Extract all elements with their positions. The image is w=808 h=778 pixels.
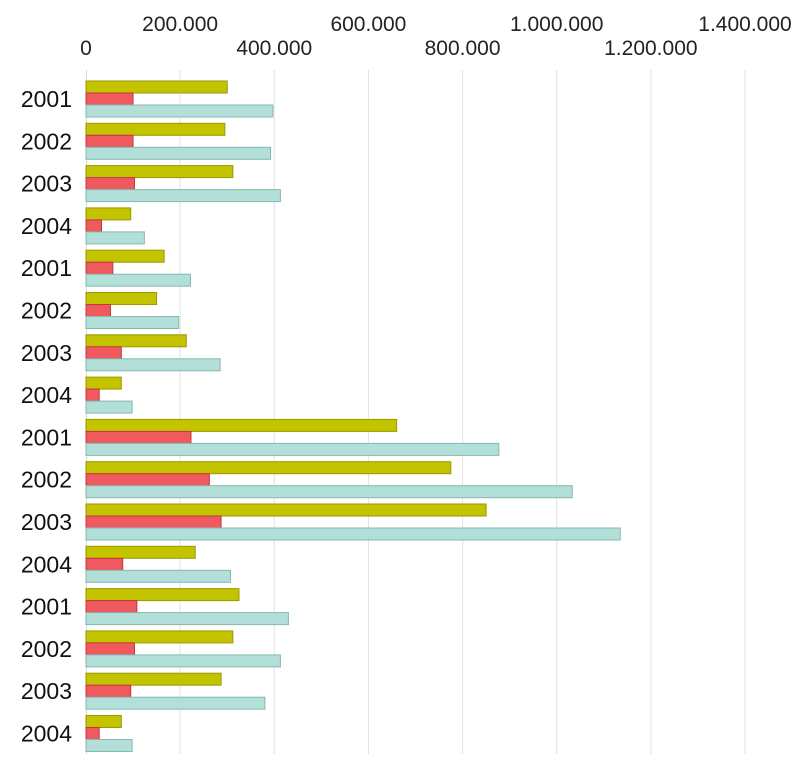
bar-series3-13: [85, 654, 281, 668]
y-category-label: 2003: [21, 678, 72, 704]
bar-series2-10: [85, 515, 222, 529]
bar-series2-9: [85, 473, 210, 487]
x-tick-label: 800.000: [425, 37, 501, 60]
bar-series3-1: [85, 146, 272, 160]
bar-series2-0: [85, 92, 134, 106]
bar-series2-5: [85, 304, 111, 317]
bar-series3-4: [85, 273, 191, 287]
y-category-label: 2004: [21, 551, 72, 577]
bar-series2-15: [85, 727, 100, 740]
bar-series1-0: [85, 80, 228, 94]
bar-series1-13: [85, 630, 234, 644]
bar-series3-2: [85, 189, 281, 203]
bar-series2-12: [85, 600, 138, 614]
bar-series1-12: [85, 588, 240, 602]
y-category-label: 2001: [21, 594, 72, 620]
bar-series3-11: [85, 569, 232, 583]
bar-series1-2: [85, 165, 234, 179]
y-category-label: 2001: [21, 255, 72, 281]
bar-series3-8: [85, 442, 500, 456]
bar-series3-15: [85, 739, 133, 752]
bar-series3-7: [85, 400, 133, 414]
x-tick-label: 1.200.000: [604, 37, 697, 60]
x-tick-label: 0: [80, 37, 92, 60]
bar-series3-9: [85, 485, 573, 499]
bar-series3-10: [85, 527, 621, 541]
bar-series1-14: [85, 672, 222, 686]
bar-series1-1: [85, 122, 226, 136]
bar-series3-6: [85, 358, 221, 372]
y-category-label: 2004: [21, 382, 72, 408]
bars: [85, 80, 621, 752]
x-tick-label: 1.400.000: [698, 13, 791, 36]
bar-series2-11: [85, 557, 124, 571]
y-category-label: 2001: [21, 86, 72, 112]
bar-series2-13: [85, 642, 135, 656]
x-axis-ticks: 0200.000400.000600.000800.0001.000.0001.…: [80, 13, 792, 60]
bar-series2-8: [85, 430, 192, 444]
bar-series1-4: [85, 249, 165, 263]
y-category-label: 2003: [21, 509, 72, 535]
bar-series1-6: [85, 334, 187, 348]
x-tick-label: 200.000: [142, 13, 218, 36]
bar-series3-0: [85, 104, 274, 118]
bar-series2-4: [85, 261, 114, 275]
bar-series1-7: [85, 376, 122, 390]
bar-series1-10: [85, 503, 487, 517]
y-axis-category-labels: 2001 2002 2003 2004 2001 2002 2003 2004 2001 2002…: [21, 86, 72, 747]
bar-series1-11: [85, 545, 196, 559]
bar-series1-8: [85, 418, 398, 432]
bar-series1-15: [85, 715, 122, 728]
y-category-label: 2002: [21, 636, 72, 662]
bar-series2-2: [85, 177, 135, 191]
y-category-label: 2002: [21, 128, 72, 154]
bar-series2-7: [85, 388, 100, 402]
x-tick-label: 400.000: [236, 37, 312, 60]
bar-series2-3: [85, 219, 103, 233]
x-tick-label: 1.000.000: [510, 13, 603, 36]
y-category-label: 2002: [21, 467, 72, 493]
bar-series1-3: [85, 207, 132, 221]
bar-series3-14: [85, 696, 266, 710]
bar-series3-3: [85, 231, 145, 245]
y-category-label: 2003: [21, 340, 72, 366]
y-category-label: 2001: [21, 424, 72, 450]
y-category-label: 2004: [21, 721, 72, 747]
bar-series3-12: [85, 612, 289, 626]
y-category-label: 2002: [21, 298, 72, 324]
grid: [86, 70, 746, 754]
bar-series2-1: [85, 134, 134, 148]
bar-series2-14: [85, 684, 132, 698]
bar-series1-9: [85, 461, 452, 475]
y-category-label: 2004: [21, 213, 72, 239]
bar-series2-6: [85, 346, 122, 360]
bar-series1-5: [85, 292, 158, 305]
y-category-label: 2003: [21, 171, 72, 197]
bar-series3-5: [85, 316, 180, 329]
x-tick-label: 600.000: [330, 13, 406, 36]
